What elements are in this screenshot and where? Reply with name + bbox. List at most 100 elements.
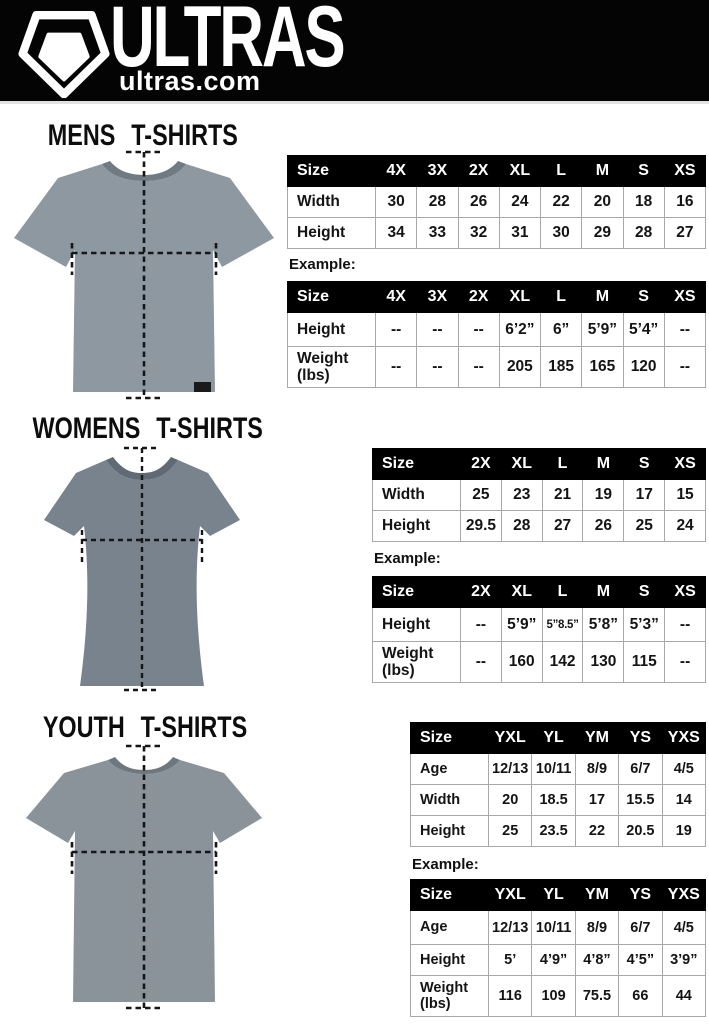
table-cell: Height <box>410 815 489 847</box>
table-cell: 6” <box>539 312 583 347</box>
table-cell: 4’5” <box>618 944 663 976</box>
table-cell: 31 <box>498 217 542 249</box>
table-header-cell: YXS <box>661 722 707 754</box>
table-cell: -- <box>664 607 706 642</box>
table-cell: 5’ <box>487 944 533 976</box>
table-cell: 19 <box>661 815 707 847</box>
table-cell: 6/7 <box>618 753 663 785</box>
table-cell: 205 <box>498 346 542 388</box>
table-row: Height -- -- -- 6’2” 6” 5’9” 5’4” -- <box>287 312 707 347</box>
table-cell: 17 <box>623 479 666 511</box>
table-cell: 75.5 <box>574 975 620 1017</box>
table-cell: 4’8” <box>574 944 620 976</box>
table-cell: 28 <box>622 217 665 249</box>
ultras-pentagon-logo-icon <box>18 11 110 98</box>
table-cell: Weight (lbs) <box>287 346 376 388</box>
table-header-row: Size 4X 3X 2X XL L M S XS <box>287 155 707 187</box>
table-row: Height -- 5’9” 5”8.5” 5’8” 5’3” -- <box>372 607 706 642</box>
table-header-row: Size YXL YL YM YS YXS <box>410 722 707 754</box>
table-cell: 21 <box>541 479 584 511</box>
table-cell: 8/9 <box>574 753 620 785</box>
table-cell: Height <box>287 217 376 249</box>
youth-tshirt-image <box>26 744 262 1010</box>
table-cell: 22 <box>574 815 620 847</box>
mens-size-table: Size 4X 3X 2X XL L M S XS Width 30 28 26 24 22 20 18 16 He… <box>287 155 707 249</box>
mens-tshirt-image <box>14 150 274 400</box>
table-cell: -- <box>457 346 500 388</box>
table-cell: -- <box>460 607 502 642</box>
table-cell: Width <box>372 479 461 511</box>
table-cell: 8/9 <box>574 910 620 945</box>
table-cell: 120 <box>622 346 665 388</box>
table-cell: Weight (lbs) <box>372 641 461 683</box>
table-cell: 24 <box>664 510 706 542</box>
table-header-row: Size 4X 3X 2X XL L M S XS <box>287 281 707 313</box>
table-cell: 4/5 <box>661 910 707 945</box>
table-cell: 27 <box>663 217 707 249</box>
table-header-cell: Size <box>410 722 489 754</box>
table-header-cell: XS <box>664 576 706 608</box>
table-cell: 5’3” <box>623 607 666 642</box>
table-cell: Width <box>410 784 489 816</box>
table-cell: 6’2” <box>498 312 542 347</box>
table-cell: 27 <box>541 510 584 542</box>
table-cell: Width <box>287 186 376 218</box>
youth-size-table: Size YXL YL YM YS YXS Age 12/13 10/11 8/9 6/7 4/5 Wi… <box>410 722 707 847</box>
table-row: Weight (lbs) -- -- -- 205 185 165 120 -- <box>287 346 707 388</box>
table-cell: 22 <box>539 186 583 218</box>
table-header-cell: Size <box>372 576 461 608</box>
table-header-cell: XS <box>663 281 707 313</box>
table-header-cell: 2X <box>457 155 500 187</box>
table-header-cell: L <box>541 576 584 608</box>
table-header-cell: L <box>539 281 583 313</box>
table-header-cell: S <box>623 576 666 608</box>
table-header-cell: M <box>581 155 624 187</box>
table-row: Weight (lbs) -- 160 142 130 115 -- <box>372 641 706 683</box>
table-row: Width 30 28 26 24 22 20 18 16 <box>287 186 707 218</box>
youth-section-title: YOUTH T-SHIRTS <box>42 711 248 744</box>
table-header-cell: S <box>622 281 665 313</box>
site-url: ultras.com <box>119 66 261 96</box>
table-cell: Height <box>372 607 461 642</box>
table-cell: 5’9” <box>500 607 543 642</box>
table-header-cell: M <box>581 281 624 313</box>
table-header-row: Size YXL YL YM YS YXS <box>410 879 707 911</box>
table-cell: 25 <box>487 815 533 847</box>
table-header-cell: XL <box>498 155 542 187</box>
table-row: Width 25 23 21 19 17 15 <box>372 479 706 511</box>
table-cell: 26 <box>457 186 500 218</box>
table-cell: 34 <box>374 217 418 249</box>
table-cell: 160 <box>500 641 543 683</box>
table-cell: -- <box>374 312 418 347</box>
measurement-lines <box>80 446 204 692</box>
table-row: Height 25 23.5 22 20.5 19 <box>410 815 707 847</box>
table-header-cell: YXL <box>487 722 533 754</box>
table-header-cell: L <box>541 448 584 480</box>
table-header-cell: YXS <box>661 879 707 911</box>
table-cell: -- <box>416 312 459 347</box>
table-cell: 16 <box>663 186 707 218</box>
table-cell: 28 <box>500 510 543 542</box>
table-header-row: Size 2X XL L M S XS <box>372 576 706 608</box>
table-header-cell: 2X <box>460 576 502 608</box>
table-cell: -- <box>416 346 459 388</box>
youth-example-label: Example: <box>412 856 479 873</box>
table-header-cell: Size <box>410 879 489 911</box>
table-cell: 10/11 <box>531 753 576 785</box>
table-header-cell: Size <box>287 281 376 313</box>
measurement-lines <box>70 150 218 400</box>
table-cell: 115 <box>623 641 666 683</box>
table-header-cell: 4X <box>374 155 418 187</box>
table-cell: 18 <box>622 186 665 218</box>
table-header-cell: XL <box>500 576 543 608</box>
table-header-cell: Size <box>372 448 461 480</box>
table-cell: 25 <box>460 479 502 511</box>
table-header-cell: YM <box>574 879 620 911</box>
table-header-cell: S <box>622 155 665 187</box>
table-cell: 10/11 <box>531 910 576 945</box>
table-cell: 5’8” <box>582 607 625 642</box>
table-cell: -- <box>663 312 707 347</box>
table-row: Age 12/13 10/11 8/9 6/7 4/5 <box>410 910 707 945</box>
mens-example-label: Example: <box>289 256 356 273</box>
